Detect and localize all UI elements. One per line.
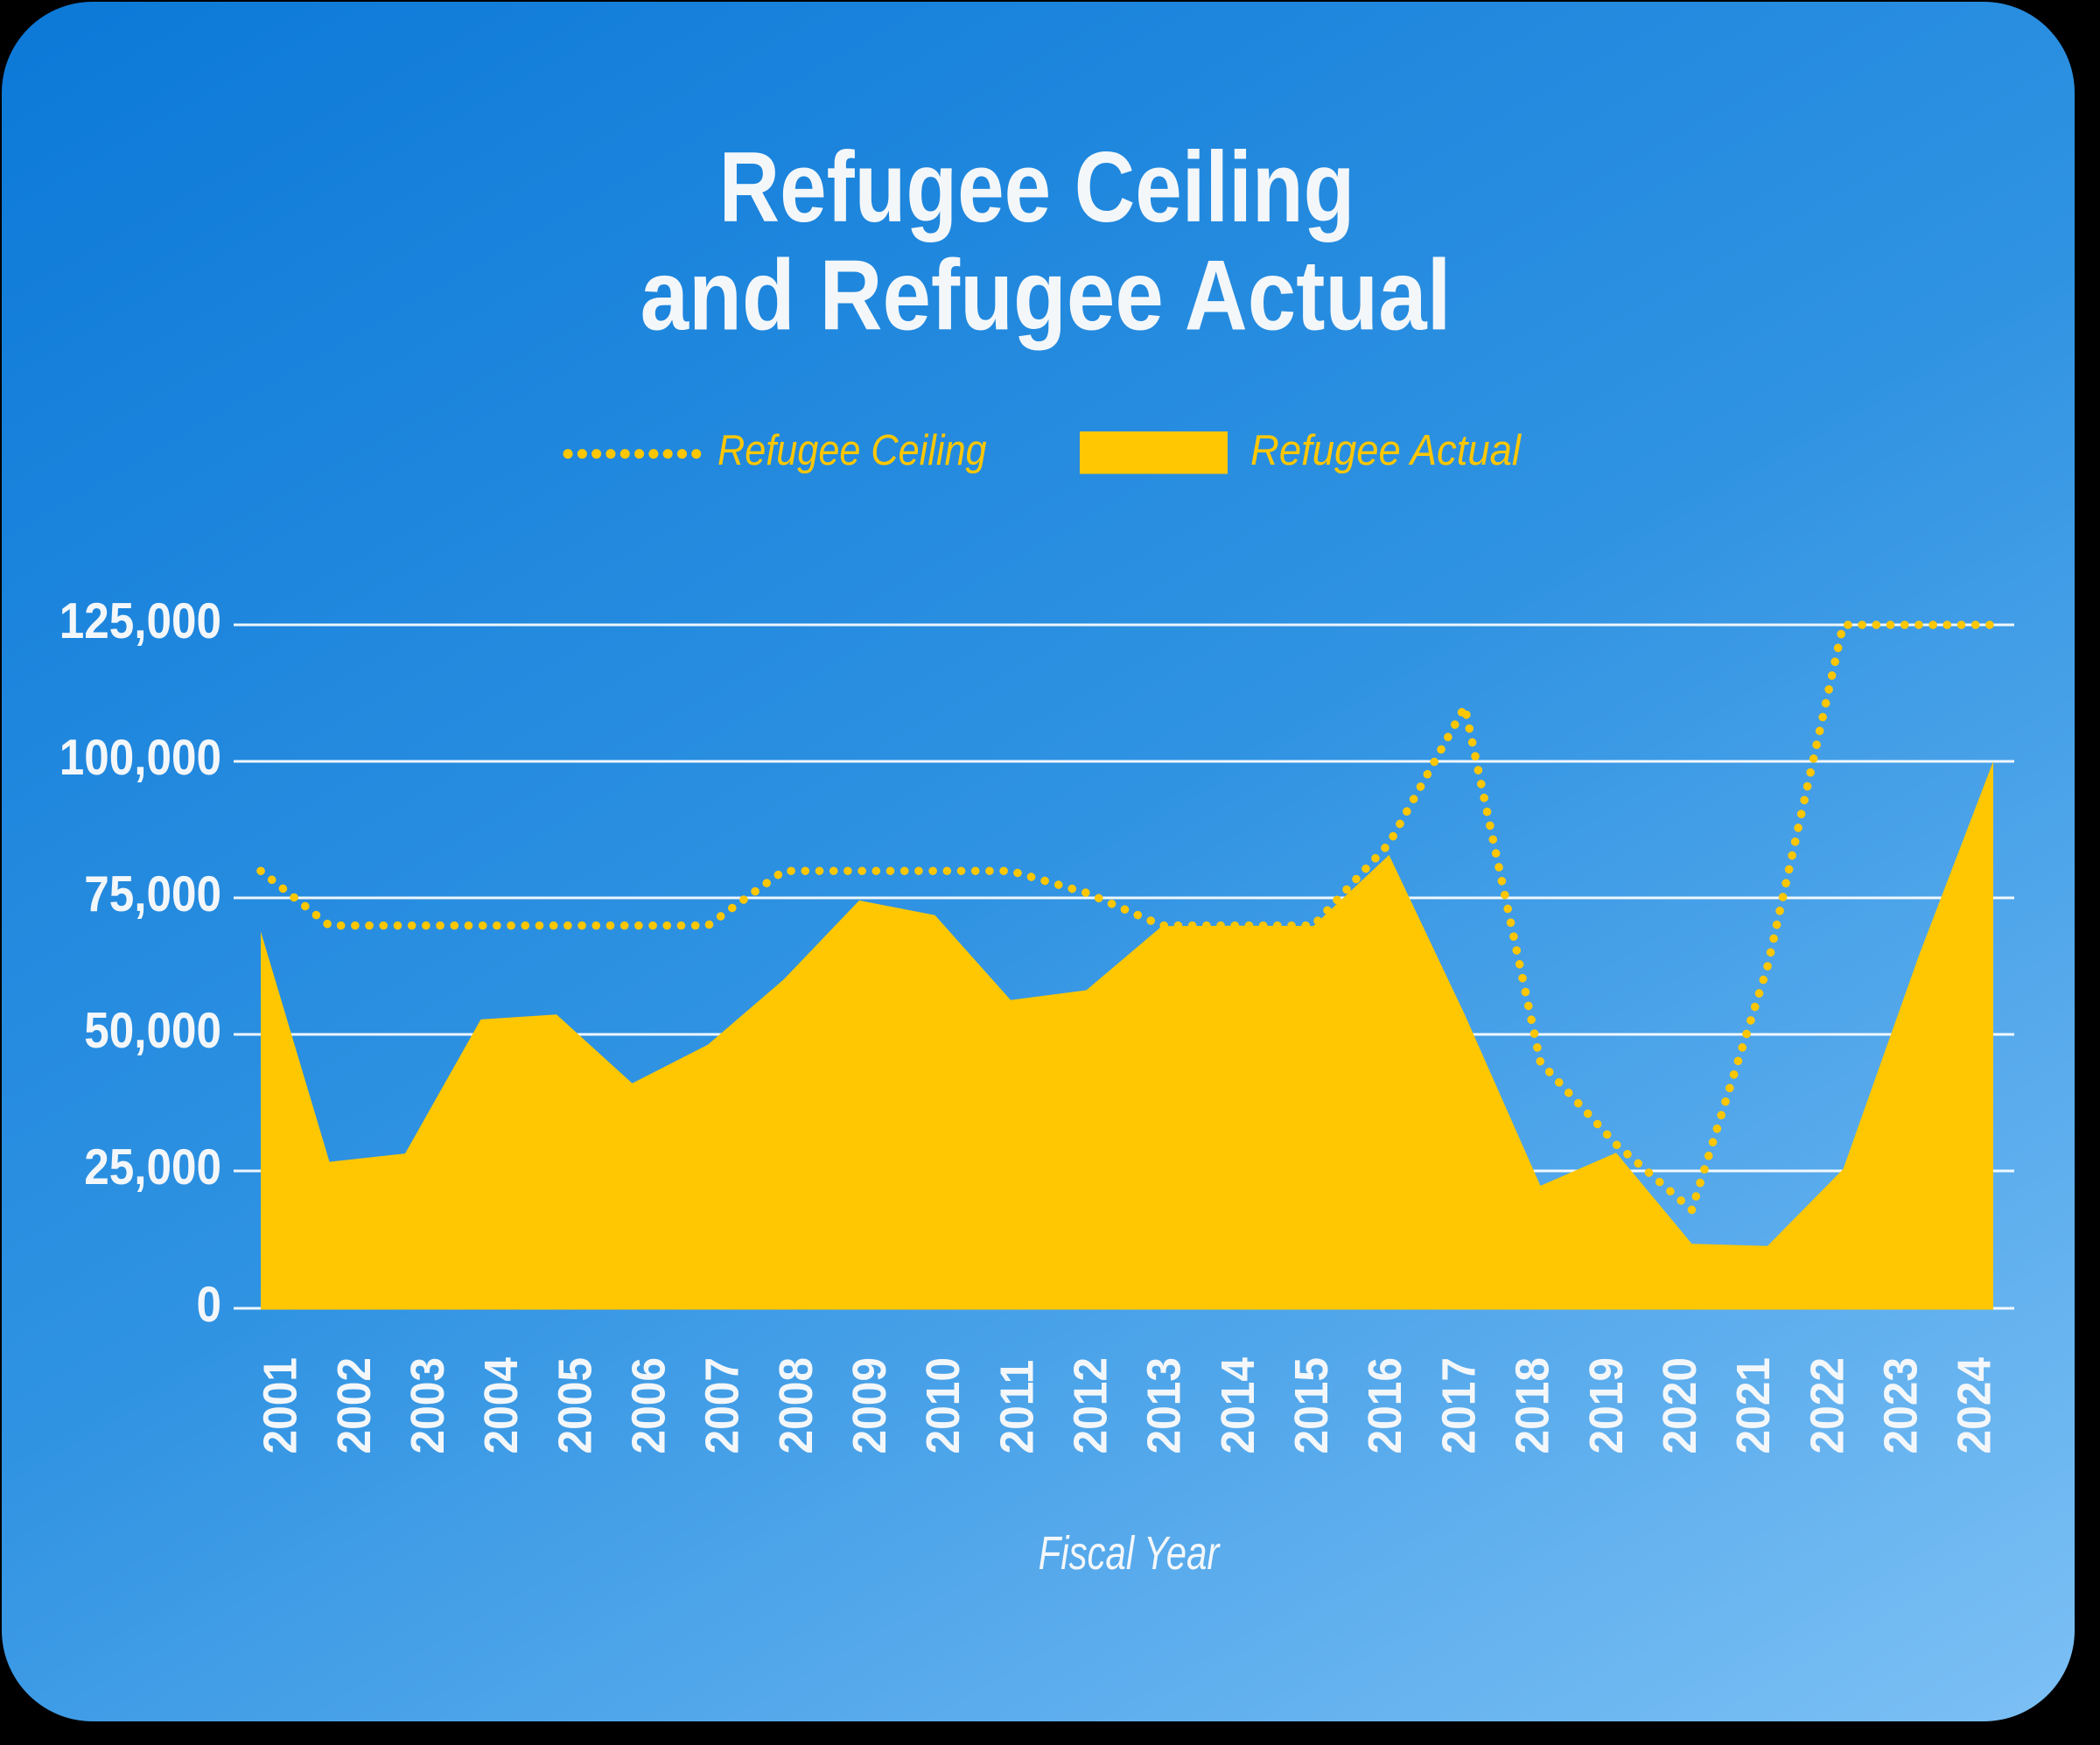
svg-text:Refugee Actual: Refugee Actual [1250,426,1522,474]
svg-text:100,000: 100,000 [60,729,221,785]
svg-text:2006: 2006 [622,1357,675,1454]
svg-text:50,000: 50,000 [84,1002,221,1058]
svg-text:Fiscal Year: Fiscal Year [1039,1527,1221,1580]
svg-text:2019: 2019 [1579,1357,1632,1454]
svg-text:2008: 2008 [769,1357,822,1454]
svg-text:2024: 2024 [1948,1357,2000,1454]
svg-text:2017: 2017 [1432,1357,1484,1454]
svg-text:2002: 2002 [327,1357,380,1454]
svg-text:2007: 2007 [696,1357,748,1454]
svg-text:2021: 2021 [1726,1357,1779,1454]
svg-text:2010: 2010 [916,1357,969,1454]
svg-text:2022: 2022 [1800,1357,1852,1454]
svg-text:125,000: 125,000 [60,592,221,648]
svg-text:2004: 2004 [474,1357,527,1454]
svg-text:0: 0 [196,1276,221,1332]
svg-text:2016: 2016 [1358,1357,1410,1454]
svg-text:25,000: 25,000 [84,1139,221,1195]
svg-text:2009: 2009 [843,1357,895,1454]
svg-text:2013: 2013 [1138,1357,1190,1454]
svg-text:75,000: 75,000 [84,865,221,922]
svg-text:2011: 2011 [990,1360,1042,1454]
svg-text:2005: 2005 [548,1357,600,1454]
svg-text:2012: 2012 [1064,1357,1116,1454]
svg-text:Refugee Ceiling: Refugee Ceiling [719,132,1355,242]
svg-text:2015: 2015 [1284,1357,1337,1454]
svg-text:2003: 2003 [401,1357,453,1454]
svg-text:2001: 2001 [254,1357,306,1454]
svg-text:and Refugee Actual: and Refugee Actual [640,239,1452,351]
svg-text:2020: 2020 [1653,1357,1705,1454]
svg-text:2018: 2018 [1506,1357,1558,1454]
svg-text:2023: 2023 [1873,1357,1926,1454]
svg-text:2014: 2014 [1211,1357,1264,1454]
svg-text:Refugee Ceiling: Refugee Ceiling [718,425,987,473]
